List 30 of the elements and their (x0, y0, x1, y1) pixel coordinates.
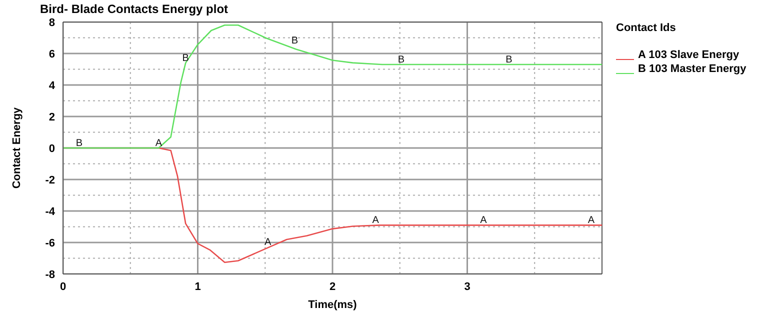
legend-label: A 103 Slave Energy (638, 48, 740, 62)
y-tick-label: 0 (48, 142, 55, 155)
annotation: B (76, 138, 83, 149)
annotation: A (264, 237, 272, 248)
x-tick-label: 2 (329, 280, 336, 293)
line-series (63, 24, 602, 149)
y-axis-title: Contact Energy (10, 106, 23, 189)
y-tick-label: 6 (48, 48, 55, 60)
y-tick-label: 8 (48, 16, 55, 29)
x-tick-label: 1 (194, 280, 201, 293)
annotation: A (480, 215, 488, 226)
legend-title: Contact Ids (616, 22, 677, 34)
annotation: B (398, 54, 405, 66)
annotation: B (506, 54, 513, 66)
y-tick-label: 4 (48, 80, 56, 92)
y-tick-label: -4 (45, 206, 56, 218)
annotation: A (155, 138, 162, 149)
y-tick-label: -6 (45, 237, 55, 250)
y-tick-label: -2 (45, 174, 55, 186)
annotation: B (182, 52, 190, 64)
annotation: B (291, 36, 298, 47)
chart-title: Bird- Blade Contacts Energy plot (39, 2, 228, 16)
y-tick-label: -8 (45, 268, 55, 281)
x-tick-label: 3 (464, 280, 470, 293)
annotation: A (588, 215, 595, 226)
annotation: A (372, 215, 380, 226)
x-tick-label: 0 (60, 280, 66, 293)
y-tick-label: 2 (48, 111, 55, 124)
x-axis-title: Time(ms) (308, 299, 358, 311)
legend-label: B 103 Master Energy (638, 62, 746, 76)
